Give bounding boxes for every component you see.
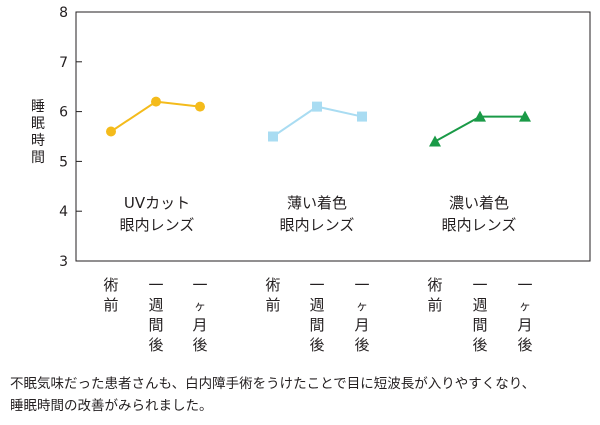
series-3 (429, 110, 531, 147)
y-tick-label: 3 (59, 254, 68, 270)
group-label: 薄い着色眼内レンズ (280, 194, 355, 234)
x-tick-label: 一ヶ月後 (192, 276, 207, 354)
group-label: UVカット眼内レンズ (120, 194, 195, 234)
data-point (268, 131, 278, 142)
y-tick-label: 7 (59, 55, 68, 71)
y-axis-label: 睡眠時間 (31, 99, 45, 166)
x-tick-label: 一週間後 (472, 276, 487, 354)
data-point (195, 101, 205, 112)
x-tick-label: 一週間後 (309, 276, 324, 354)
group-labels: UVカット眼内レンズ 薄い着色眼内レンズ 濃い着色眼内レンズ (120, 194, 517, 234)
x-tick-label: 一ヶ月後 (517, 276, 532, 354)
x-tick-label: 術前 (427, 276, 442, 314)
y-tick-label: 8 (59, 5, 68, 21)
y-tick-label: 5 (59, 154, 68, 170)
data-point (312, 101, 322, 112)
data-point (519, 110, 531, 122)
series-layer (106, 96, 531, 147)
y-axis-label-text: 睡眠時間 (31, 99, 45, 166)
series-2 (268, 101, 367, 142)
group-label: 濃い着色眼内レンズ (442, 194, 517, 234)
x-axis-labels: 術前 一週間後 一ヶ月後 術前 一週間後 一ヶ月後 術前 一週間後 一ヶ月後 (103, 276, 532, 354)
y-axis-ticks: 3 4 5 6 7 8 (59, 5, 82, 270)
x-tick-label: 一週間後 (148, 276, 163, 354)
plot-frame (75, 11, 591, 262)
sleep-duration-chart: 睡眠時間 3 4 5 6 7 8 UVカット眼内レンズ 薄い着色眼内レンズ 濃い着色眼内レンズ… (31, 5, 591, 354)
y-tick-label: 4 (59, 204, 68, 220)
caption: 不眠気味だった患者さんも、白内障手術をうけたことで目に短波長が入りやすくなり、 … (10, 373, 595, 417)
caption-line: 睡眠時間の改善がみられました。 (10, 398, 213, 414)
data-point (106, 126, 116, 137)
y-tick-label: 6 (59, 105, 68, 121)
x-tick-label: 一ヶ月後 (354, 276, 369, 354)
x-tick-label: 術前 (265, 276, 280, 314)
data-point (357, 111, 367, 122)
caption-line: 不眠気味だった患者さんも、白内障手術をうけたことで目に短波長が入りやすくなり、 (10, 376, 536, 392)
data-point (474, 110, 486, 122)
data-point (151, 96, 161, 107)
x-tick-label: 術前 (103, 276, 118, 314)
series-1 (106, 96, 205, 137)
data-point (429, 135, 441, 147)
